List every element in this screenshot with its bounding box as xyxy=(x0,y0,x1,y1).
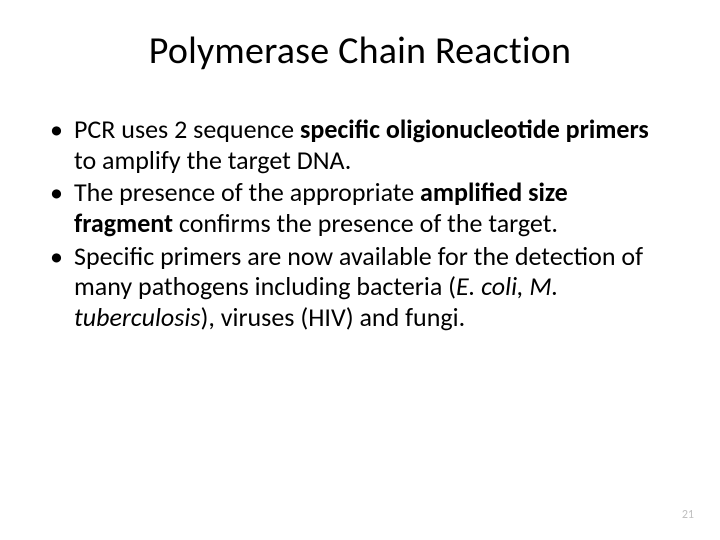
bullet1-text-a: PCR uses 2 sequence xyxy=(74,113,300,145)
bullet1-text-c: to amplify the target DNA. xyxy=(74,144,351,176)
page-number: 21 xyxy=(682,508,694,522)
list-item: Specific primers are now available for t… xyxy=(48,241,672,333)
bullet2-text-c: confirms the presence of the target. xyxy=(173,207,558,239)
bullet-list: PCR uses 2 sequence specific oligionucle… xyxy=(48,114,672,333)
bullet2-text-a: The presence of the appropriate xyxy=(74,176,420,208)
bullet1-text-bold: specific oligionucleotide primers xyxy=(300,113,649,145)
slide-title: Polymerase Chain Reaction xyxy=(48,28,672,74)
slide: Polymerase Chain Reaction PCR uses 2 seq… xyxy=(0,0,720,540)
bullet3-text-c: ), viruses (HIV) and fungi. xyxy=(200,301,465,333)
list-item: PCR uses 2 sequence specific oligionucle… xyxy=(48,114,672,175)
list-item: The presence of the appropriate amplifie… xyxy=(48,177,672,238)
